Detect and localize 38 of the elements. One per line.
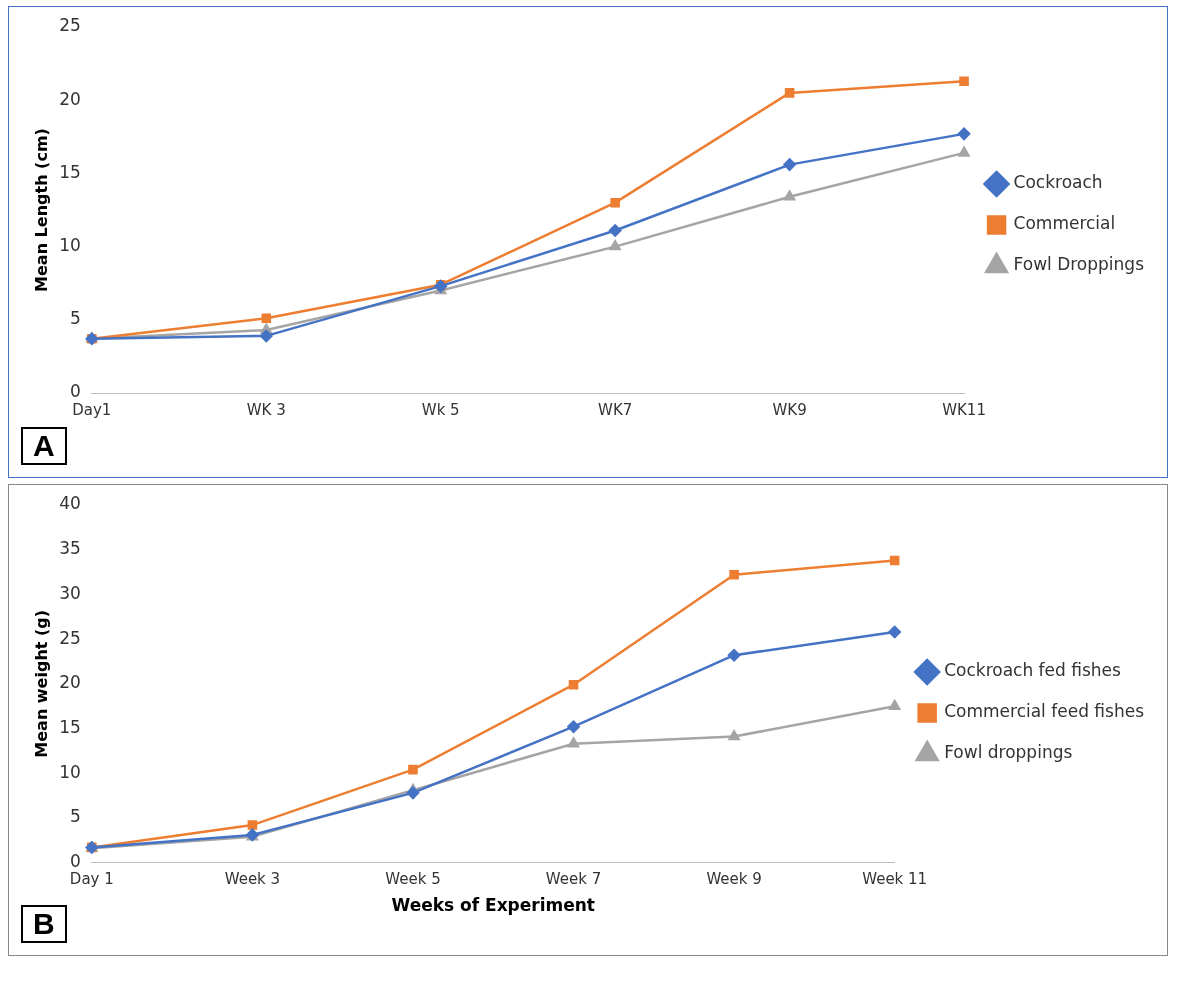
text: B	[21, 905, 67, 943]
legend-label: Cockroach fed fishes	[944, 660, 1122, 681]
y-tick-label: 0	[70, 851, 81, 872]
x-tick-label: Day1	[72, 400, 112, 419]
x-tick-label: Day 1	[69, 870, 114, 889]
y-tick-label: 5	[70, 308, 81, 329]
x-tick-label: Week 5	[385, 870, 441, 889]
y-tick-label: 35	[59, 538, 81, 559]
y-tick-label: 30	[59, 582, 81, 603]
x-tick-label: WK 3	[246, 400, 286, 419]
y-tick-label: 15	[59, 716, 81, 737]
y-tick-label: 5	[70, 806, 81, 827]
y-axis-title: Mean weight (g)	[31, 609, 51, 758]
legend-label: Commercial	[1013, 213, 1116, 234]
y-tick-label: 25	[59, 627, 81, 648]
y-tick-label: 10	[59, 235, 81, 256]
legend-label: Cockroach	[1013, 172, 1103, 193]
x-tick-label: Week 7	[545, 870, 602, 889]
x-tick-label: Wk 5	[421, 400, 460, 419]
x-tick-label: WK11	[942, 400, 986, 419]
y-tick-label: 0	[70, 381, 81, 402]
legend-label: Fowl Droppings	[1013, 254, 1145, 275]
legend-label: Fowl droppings	[944, 742, 1073, 763]
y-tick-label: 40	[59, 493, 81, 514]
x-tick-label: Week 3	[224, 870, 281, 889]
x-tick-label: Week 11	[862, 870, 928, 889]
y-tick-label: 20	[59, 672, 81, 693]
text: A	[21, 427, 67, 465]
x-tick-label: WK9	[772, 400, 807, 419]
x-tick-label: WK7	[598, 400, 633, 419]
y-axis-title: Mean Length (cm)	[31, 128, 51, 292]
x-axis-title: Weeks of Experiment	[391, 895, 596, 916]
y-tick-label: 20	[59, 88, 81, 109]
x-tick-label: Week 9	[706, 870, 762, 889]
y-tick-label: 25	[59, 15, 81, 36]
y-tick-label: 10	[59, 761, 81, 782]
legend-label: Commercial feed fishes	[944, 701, 1145, 722]
y-tick-label: 15	[59, 161, 81, 182]
